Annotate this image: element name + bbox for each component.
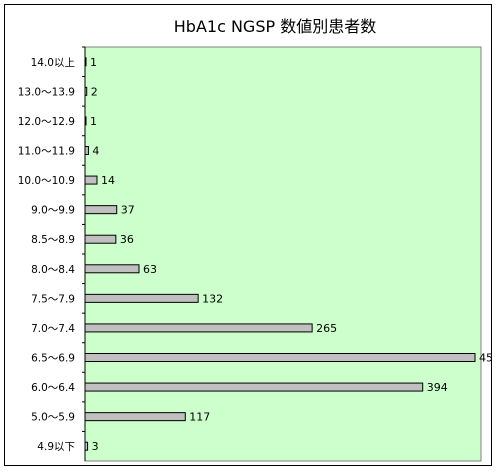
category-tick-label: 7.0～7.4 <box>31 323 75 335</box>
bar <box>84 234 117 244</box>
bar-value-label: 36 <box>120 233 134 246</box>
category-tick-label: 9.0～9.9 <box>31 205 75 217</box>
bar <box>84 353 476 362</box>
category-tick-label: 5.0～5.9 <box>31 412 75 424</box>
chart-svg: HbA1c NGSP 数値別患者数 14.0以上 1 13.0～13.9 2 12.0～… <box>18 17 493 462</box>
bar <box>84 293 199 303</box>
bar <box>84 146 89 155</box>
chart-title: HbA1c NGSP 数値別患者数 <box>174 17 376 36</box>
bar-value-label: 3 <box>92 440 99 453</box>
bar-value-label: 63 <box>143 263 157 276</box>
bar-value-label: 2 <box>91 85 98 98</box>
chart-frame: HbA1c NGSP 数値別患者数 14.0以上 1 13.0～13.9 2 12.0～… <box>4 4 493 466</box>
bar-value-label: 265 <box>316 322 337 335</box>
plot-area <box>84 46 482 462</box>
category-tick-label: 8.5～8.9 <box>31 234 75 246</box>
category-tick-label: 7.5～7.9 <box>31 293 75 305</box>
category-tick-label: 4.9以下 <box>37 441 75 453</box>
bar-value-label: 132 <box>202 292 223 305</box>
bar <box>84 175 98 185</box>
bar-value-label: 4 <box>92 145 99 158</box>
category-tick-label: 8.0～8.4 <box>31 264 75 276</box>
bar-value-label: 117 <box>189 411 210 424</box>
category-tick-label: 6.5～6.9 <box>31 353 75 365</box>
bar <box>84 205 118 215</box>
bar <box>84 323 313 333</box>
bar-value-label: 394 <box>427 381 448 394</box>
bar <box>84 116 87 126</box>
category-tick-label: 12.0～12.9 <box>18 116 75 128</box>
category-tick-label: 6.0～6.4 <box>31 382 75 394</box>
bar <box>84 57 87 67</box>
bar <box>84 86 88 96</box>
bar <box>84 441 89 451</box>
bar-value-label: 1 <box>90 56 97 69</box>
bar-value-label: 37 <box>121 204 135 217</box>
bar-value-label: 1 <box>90 115 97 128</box>
bar-value-label: 14 <box>101 174 115 187</box>
bar <box>84 412 186 422</box>
bar-value-label: 455 <box>479 352 493 365</box>
category-tick-label: 11.0～11.9 <box>18 146 75 158</box>
bar <box>84 264 140 274</box>
category-tick-label: 10.0～10.9 <box>18 175 75 187</box>
category-tick-label: 14.0以上 <box>31 57 75 69</box>
category-tick-label: 13.0～13.9 <box>18 86 75 98</box>
chart-marks: 14.0以上 1 13.0～13.9 2 12.0～12.9 1 11.0～11.9 4 10.… <box>18 46 493 453</box>
bar <box>84 382 424 392</box>
